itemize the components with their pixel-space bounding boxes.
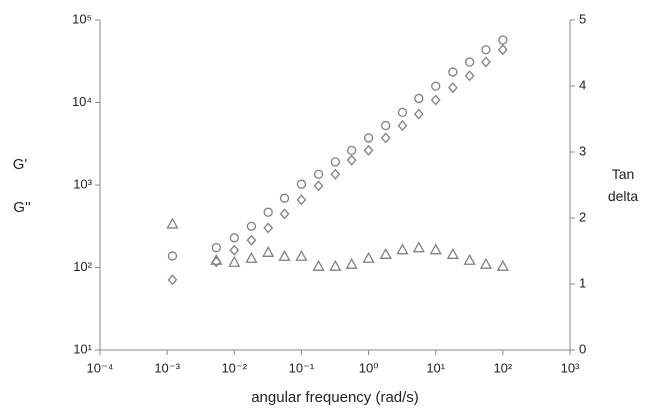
point [210,253,223,265]
point [379,247,392,259]
x-tick-label: 10¹ [426,360,445,375]
point [381,120,391,131]
point [313,180,324,192]
y2-tick-label: 2 [579,209,586,224]
point [479,257,493,269]
point [380,132,391,144]
point [363,144,374,156]
x-tick-label: 10⁰ [359,360,379,375]
y-tick-label: 10² [73,259,92,274]
y-tick-label: 10⁵ [72,11,92,26]
point [464,70,475,82]
point [278,249,291,261]
point [363,133,374,143]
x-axis-label: angular frequency (rad/s) [251,389,419,406]
point [412,241,425,253]
point [498,35,508,45]
point [312,259,325,271]
point [346,154,357,166]
y-axis-label: G'' [13,199,31,216]
x-tick-label: 10⁻³ [154,360,180,375]
point [211,256,222,268]
point [430,94,441,106]
point [497,44,508,56]
point [447,82,458,94]
y-axis-label: G' [13,156,28,173]
point [481,45,491,55]
point [166,217,179,229]
point [263,222,274,234]
y-tick-label: 10⁴ [72,94,92,109]
x-tick-label: 10⁻⁴ [87,360,114,375]
point [345,257,358,269]
point [329,259,342,271]
y2-tick-label: 0 [579,341,586,356]
point [463,253,476,265]
point [431,81,441,91]
y2-tick-label: 5 [579,11,586,26]
x-tick-label: 10³ [561,360,580,375]
point [313,169,324,179]
point [397,120,408,132]
point [362,251,375,263]
point [414,93,424,104]
y2-axis-label: Tan delta [607,166,639,204]
point [228,255,241,267]
point [262,245,275,257]
y-tick-label: 10¹ [73,341,92,356]
point [481,56,491,68]
y2-tick-label: 1 [579,275,586,290]
x-tick-label: 10⁻¹ [289,360,315,375]
point [496,259,509,271]
point [330,168,341,180]
point [279,208,290,220]
y-tick-label: 10³ [73,176,92,191]
point [396,243,409,255]
point [397,107,408,118]
point [347,145,357,156]
point [246,221,257,231]
point [464,57,475,67]
point [246,234,257,246]
point [263,207,273,217]
point [446,247,459,259]
point [279,193,290,203]
point [429,243,442,255]
point [413,108,424,120]
point [296,194,307,206]
y2-tick-label: 4 [579,77,586,92]
point [245,251,258,263]
point [448,67,458,77]
x-tick-label: 10² [493,360,512,375]
point [330,157,340,167]
x-tick-label: 10⁻² [221,360,247,375]
point [167,274,178,286]
point [211,243,221,253]
point [229,244,240,256]
y2-tick-label: 3 [579,143,586,158]
point [229,233,239,243]
point [296,179,307,189]
point [167,251,178,261]
point [295,249,308,261]
